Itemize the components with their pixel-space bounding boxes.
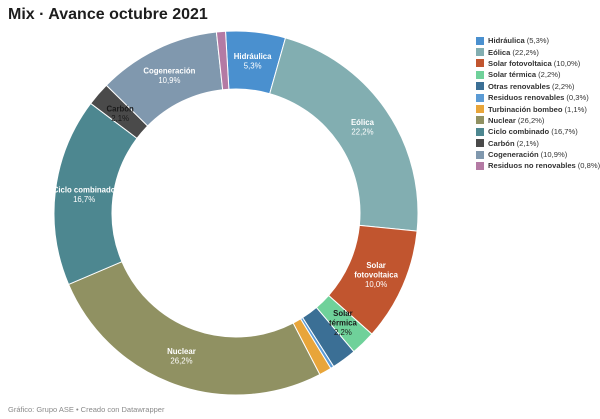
- slice-nuclear: [67, 260, 321, 396]
- legend-value: (0,8%): [577, 161, 600, 171]
- legend-value: (5,3%): [526, 36, 550, 46]
- legend-swatch: [476, 93, 484, 102]
- legend: Hidráulica (5,3%) Eólica (22,2%) Solar fotov…: [476, 35, 600, 172]
- legend-swatch: [476, 161, 484, 170]
- legend-value: (26,2%): [517, 115, 545, 125]
- donut-labels: Hidráulica 5,3% Eólica 22,2% Solar fotovoltai…: [53, 52, 399, 366]
- legend-label: Ciclo combinado: [488, 127, 550, 137]
- legend-label: Solar térmica: [488, 70, 537, 80]
- legend-label: Turbinación bombeo: [488, 104, 563, 114]
- legend-label: Carbón: [488, 138, 515, 148]
- slice-label-carbon: Carbón 2,1%: [107, 104, 135, 123]
- legend-label: Nuclear: [488, 115, 516, 125]
- legend-label: Cogeneración: [488, 150, 539, 160]
- legend-value: (0,3%): [566, 93, 589, 103]
- legend-item-eolica: Eólica (22,2%): [476, 46, 600, 57]
- legend-swatch: [476, 139, 484, 148]
- legend-swatch: [476, 59, 484, 68]
- slice-label-ciclo-combinado: Ciclo combinado 16,7%: [53, 186, 116, 205]
- legend-item-hidraulica: Hidráulica (5,3%): [476, 35, 600, 46]
- legend-value: (10,9%): [540, 150, 568, 160]
- legend-swatch: [476, 105, 484, 114]
- legend-label: Residuos no renovables: [488, 161, 576, 171]
- donut-slices: [53, 30, 419, 396]
- legend-swatch: [476, 150, 484, 159]
- legend-label: Residuos renovables: [488, 93, 565, 103]
- legend-label: Solar fotovoltaica: [488, 58, 552, 68]
- footer-credit: Gráfico: Grupo ASE • Creado con Datawrap…: [8, 405, 165, 414]
- legend-item-solar-fotovoltaica: Solar fotovoltaica (10,0%): [476, 58, 600, 69]
- legend-value: (1,1%): [564, 104, 587, 114]
- legend-value: (2,1%): [516, 138, 539, 148]
- legend-item-carbon: Carbón (2,1%): [476, 138, 600, 149]
- slice-label-eolica: Eólica 22,2%: [351, 118, 375, 137]
- legend-value: (2,2%): [538, 70, 561, 80]
- legend-value: (16,7%): [551, 127, 578, 137]
- slice-label-solar-fotovoltaica: Solar fotovoltaica 10,0%: [354, 261, 398, 289]
- slice-label-cogeneracion: Cogeneración 10,9%: [143, 67, 195, 86]
- legend-swatch: [476, 70, 484, 79]
- legend-label: Otras renovables: [488, 81, 551, 91]
- legend-item-residuos-renovables: Residuos renovables (0,3%): [476, 92, 600, 103]
- slice-label-hidraulica: Hidráulica 5,3%: [234, 52, 272, 71]
- legend-swatch: [476, 36, 484, 45]
- slice-label-nuclear: Nuclear 26,2%: [167, 347, 196, 366]
- legend-swatch: [476, 48, 484, 57]
- legend-swatch: [476, 82, 484, 91]
- legend-item-turbinacion-bombeo: Turbinación bombeo (1,1%): [476, 103, 600, 114]
- slice-label-solar-termica: Solar térmica 2,2%: [329, 309, 357, 337]
- legend-value: (10,0%): [553, 58, 581, 68]
- slice-eolica: [269, 37, 419, 232]
- legend-value: (22,2%): [512, 47, 539, 57]
- legend-value: (2,2%): [552, 81, 575, 91]
- legend-label: Hidráulica: [488, 36, 525, 46]
- legend-item-ciclo-combinado: Ciclo combinado (16,7%): [476, 126, 600, 137]
- chart-title: Mix · Avance octubre 2021: [8, 6, 208, 23]
- legend-item-cogeneracion: Cogeneración (10,9%): [476, 149, 600, 160]
- slice-residuos-no-renovables: [215, 30, 230, 91]
- legend-item-solar-termica: Solar térmica (2,2%): [476, 69, 600, 80]
- legend-swatch: [476, 116, 484, 125]
- legend-item-nuclear: Nuclear (26,2%): [476, 115, 600, 126]
- legend-item-residuos-no-renovables: Residuos no renovables (0,8%): [476, 160, 600, 171]
- legend-label: Eólica: [488, 47, 511, 57]
- legend-item-otras-renovables: Otras renovables (2,2%): [476, 81, 600, 92]
- legend-swatch: [476, 127, 484, 136]
